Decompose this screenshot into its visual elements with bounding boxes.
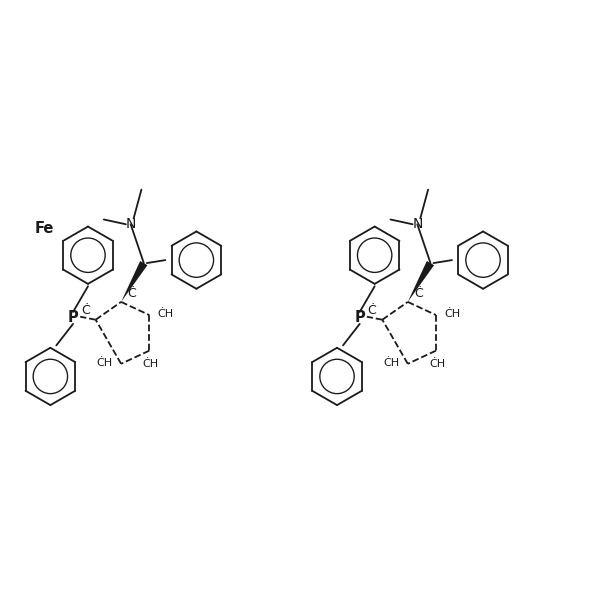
Text: P: P — [68, 310, 79, 325]
Text: Ċ: Ċ — [414, 287, 422, 299]
Text: N: N — [125, 217, 136, 231]
Text: Ċ: Ċ — [368, 304, 376, 317]
Polygon shape — [121, 261, 148, 302]
Text: N: N — [412, 217, 422, 231]
Polygon shape — [408, 261, 434, 302]
Text: ĊH: ĊH — [158, 309, 174, 319]
Text: Ċ: Ċ — [127, 287, 136, 299]
Text: ĊH: ĊH — [142, 359, 158, 369]
Text: ĊH: ĊH — [444, 309, 460, 319]
Text: P: P — [355, 310, 365, 325]
Text: Ċ: Ċ — [81, 304, 90, 317]
Text: Fe: Fe — [34, 221, 53, 236]
Text: ĊH: ĊH — [97, 358, 113, 368]
Text: ĊH: ĊH — [429, 359, 445, 369]
Text: ĊH: ĊH — [383, 358, 400, 368]
